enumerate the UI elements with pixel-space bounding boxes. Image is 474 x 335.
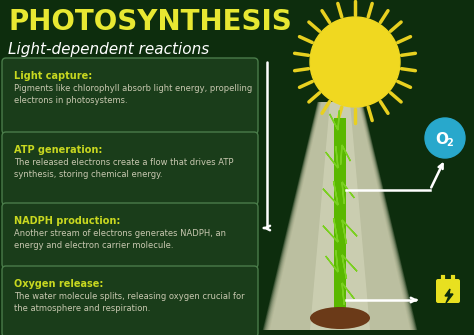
Polygon shape	[341, 145, 350, 164]
Polygon shape	[267, 102, 413, 330]
Polygon shape	[323, 218, 338, 242]
Polygon shape	[267, 102, 413, 330]
Ellipse shape	[310, 307, 370, 329]
Text: The water molecule splits, releasing oxygen crucial for
the atmosphere and respi: The water molecule splits, releasing oxy…	[14, 292, 245, 313]
Polygon shape	[270, 102, 410, 330]
Polygon shape	[265, 102, 415, 330]
Polygon shape	[268, 102, 412, 330]
Polygon shape	[326, 250, 338, 272]
Polygon shape	[445, 289, 453, 303]
Text: Pigments like chlorophyll absorb light energy, propelling
electrons in photosyst: Pigments like chlorophyll absorb light e…	[14, 84, 252, 105]
Polygon shape	[323, 181, 338, 205]
Polygon shape	[263, 102, 417, 330]
Polygon shape	[269, 102, 410, 330]
Circle shape	[310, 17, 400, 107]
FancyBboxPatch shape	[2, 132, 258, 205]
Text: 2: 2	[447, 138, 453, 148]
Text: NADPH production:: NADPH production:	[14, 216, 120, 226]
Polygon shape	[329, 110, 339, 130]
Text: O: O	[436, 132, 448, 146]
Polygon shape	[264, 102, 415, 330]
Text: Another stream of electrons generates NADPH, an
energy and electron carrier mole: Another stream of electrons generates NA…	[14, 229, 226, 250]
Text: The released electrons create a flow that drives ATP
synthesis, storing chemical: The released electrons create a flow tha…	[14, 158, 234, 179]
FancyBboxPatch shape	[2, 58, 258, 134]
Text: Light capture:: Light capture:	[14, 71, 92, 81]
Polygon shape	[342, 255, 357, 279]
Polygon shape	[269, 102, 411, 330]
Polygon shape	[266, 102, 414, 330]
FancyBboxPatch shape	[2, 266, 258, 335]
Polygon shape	[264, 102, 417, 330]
FancyBboxPatch shape	[2, 203, 258, 268]
Polygon shape	[342, 283, 355, 305]
FancyBboxPatch shape	[436, 279, 460, 303]
Polygon shape	[326, 146, 338, 168]
Text: Light-dependent reactions: Light-dependent reactions	[8, 42, 209, 57]
Circle shape	[425, 118, 465, 158]
Polygon shape	[310, 102, 370, 330]
Text: Oxygen release:: Oxygen release:	[14, 279, 103, 289]
Polygon shape	[264, 102, 416, 330]
Bar	[334, 118, 346, 310]
Text: ATP generation:: ATP generation:	[14, 145, 102, 155]
Polygon shape	[342, 182, 355, 204]
Polygon shape	[342, 220, 357, 244]
Text: PHOTOSYNTHESIS: PHOTOSYNTHESIS	[8, 8, 292, 36]
